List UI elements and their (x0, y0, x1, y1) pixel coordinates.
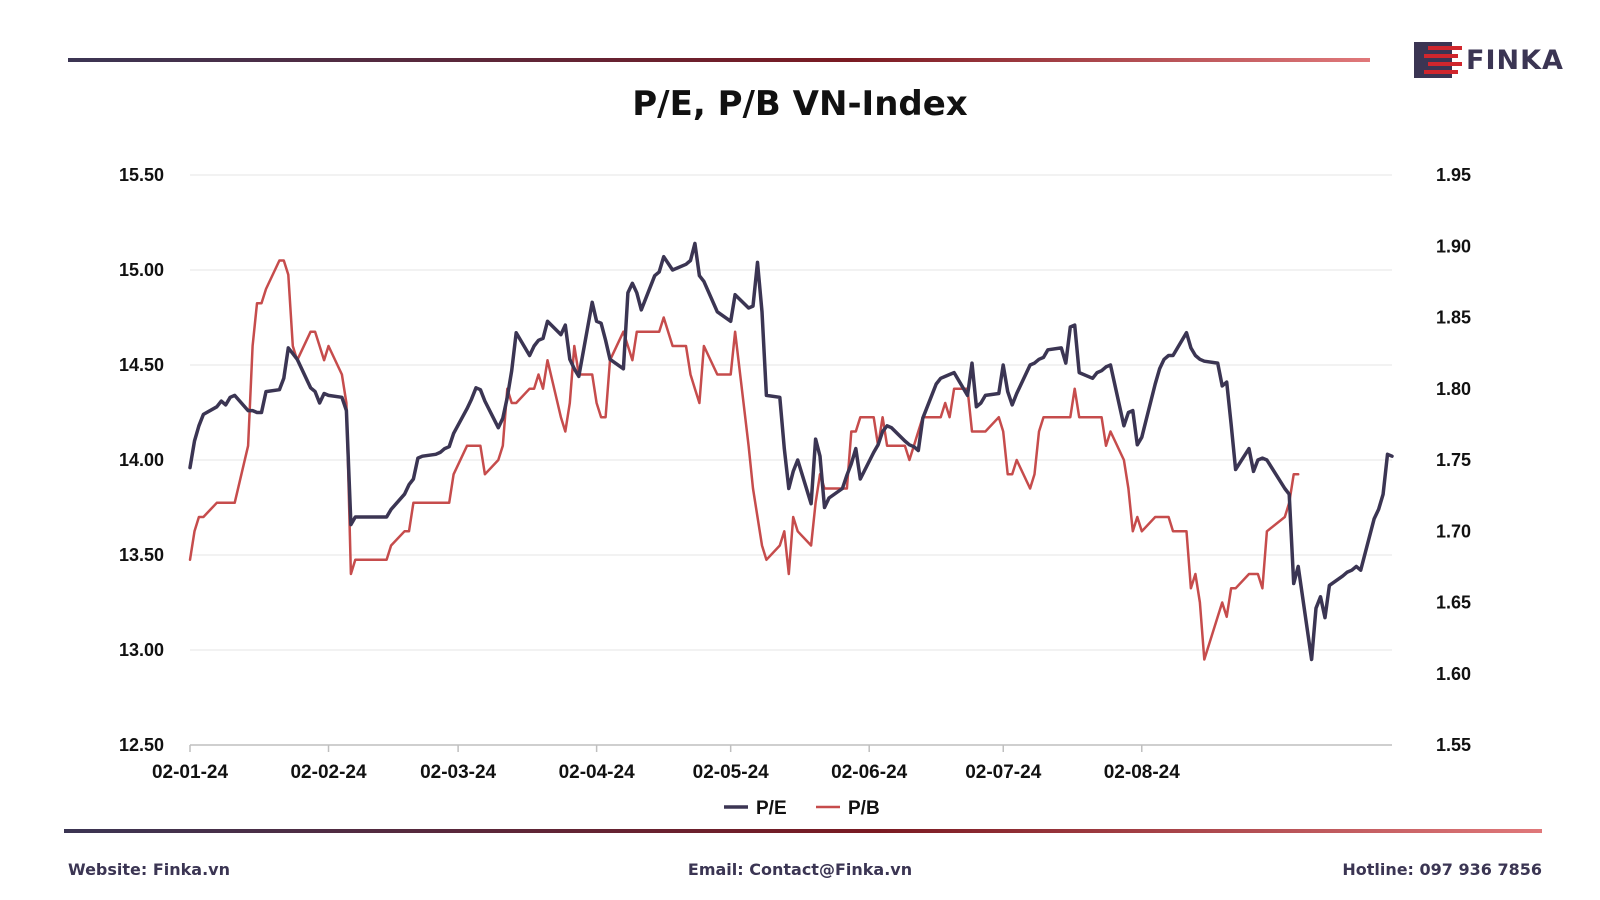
chart-title: P/E, P/B VN-Index (632, 84, 968, 124)
left-axis-tick-label: 15.50 (119, 165, 164, 185)
left-axis-tick-label: 13.00 (119, 640, 164, 660)
x-axis-tick-label: 02-07-24 (965, 762, 1041, 783)
x-axis: 02-01-24 02-02-24 02-03-24 02-04-24 02-05-24… (152, 744, 1392, 783)
right-axis-tick-label: 1.70 (1436, 521, 1471, 541)
series-line-pb (188, 259, 1300, 661)
bottom-divider (64, 829, 1542, 833)
left-axis-tick-label: 12.50 (119, 735, 164, 755)
left-axis-tick-label: 14.50 (119, 355, 164, 375)
finka-logo-mark-icon (1414, 42, 1462, 78)
footer-email: Email: Contact@Finka.vn (687, 860, 913, 879)
legend-label: P/E (756, 798, 787, 819)
right-axis-tick-label: 1.90 (1436, 236, 1471, 256)
x-axis-tick-label: 02-01-24 (152, 762, 228, 783)
x-axis-tick-label: 02-04-24 (559, 762, 635, 783)
right-axis-tick-label: 1.60 (1436, 664, 1471, 684)
x-axis-tick-label: 02-08-24 (1104, 762, 1180, 783)
finka-logo: FINKA (1414, 40, 1564, 80)
left-axis-tick-label: 14.00 (119, 450, 164, 470)
x-axis-tick-label: 02-02-24 (290, 762, 366, 783)
right-axis-tick-label: 1.85 (1436, 308, 1471, 328)
footer-hotline: Hotline: 097 936 7856 (1342, 860, 1542, 879)
series-lines (188, 241, 1394, 662)
top-divider (68, 58, 1370, 62)
legend-label: P/B (848, 798, 880, 819)
right-axis-tick-label: 1.75 (1436, 450, 1471, 470)
x-axis-tick-label: 02-06-24 (831, 762, 907, 783)
finka-logo-text: FINKA (1466, 44, 1564, 76)
footer-website: Website: Finka.vn (68, 860, 230, 879)
left-axis: 12.50 13.00 13.50 14.00 14.50 15.00 15.50 (119, 165, 164, 755)
right-axis-tick-label: 1.80 (1436, 379, 1471, 399)
gridlines (190, 174, 1392, 651)
left-axis-tick-label: 13.50 (119, 545, 164, 565)
right-axis-tick-label: 1.65 (1436, 593, 1471, 613)
chart-legend: P/E P/B (724, 798, 880, 819)
right-axis-tick-label: 1.95 (1436, 165, 1471, 185)
x-axis-tick-label: 02-03-24 (420, 762, 496, 783)
left-axis-tick-label: 15.00 (119, 260, 164, 280)
right-axis-tick-label: 1.55 (1436, 735, 1471, 755)
right-axis: 1.55 1.60 1.65 1.70 1.75 1.80 1.85 1.90 1.95 (1436, 165, 1471, 755)
x-axis-tick-label: 02-05-24 (693, 762, 769, 783)
series-line-pe (188, 241, 1394, 662)
